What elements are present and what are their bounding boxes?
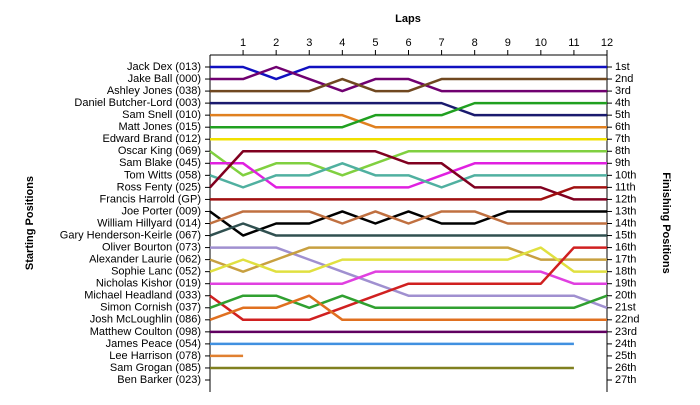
x-tick-label: 7 [439, 37, 445, 49]
driver-label: Michael Headland (033) [84, 290, 201, 302]
driver-label: Tom Witts (058) [124, 169, 201, 181]
x-tick-label: 1 [240, 37, 246, 49]
driver-label: Jake Ball (000) [128, 73, 201, 85]
driver-line [210, 186, 607, 201]
x-tick-label: 5 [372, 37, 378, 49]
y2-tick-label: 15th [615, 229, 636, 241]
driver-label: James Peace (054) [106, 338, 201, 350]
x-tick-label: 12 [601, 37, 613, 49]
driver-label: Sophie Lanc (052) [111, 266, 201, 278]
driver-label: Sam Grogan (085) [110, 362, 201, 374]
driver-line [209, 150, 607, 201]
driver-label: Gary Henderson-Keirle (067) [60, 229, 201, 241]
driver-line [210, 101, 607, 117]
x-tick-label: 9 [505, 37, 511, 49]
y2-tick-label: 23rd [615, 326, 637, 338]
y2-tick-label: 13th [615, 205, 636, 217]
y2-tick-label: 2nd [615, 73, 633, 85]
y2-tick-label: 3rd [615, 85, 631, 97]
driver-line [210, 113, 607, 129]
driver-label: Lee Harrison (078) [109, 350, 201, 362]
y2-tick-label: 16th [615, 241, 636, 253]
y2-tick-label: 12th [615, 193, 636, 205]
x-tick-label: 2 [273, 37, 279, 49]
driver-label: Simon Cornish (037) [100, 302, 201, 314]
driver-label: Jack Dex (013) [127, 61, 201, 73]
driver-label: Sam Snell (010) [122, 109, 201, 121]
driver-line [209, 246, 607, 273]
x-tick-label: 8 [472, 37, 478, 49]
driver-line [210, 270, 607, 285]
driver-line [210, 65, 607, 81]
driver-line [209, 162, 607, 189]
y2-tick-label: 27th [615, 374, 636, 386]
driver-label: Oliver Bourton (073) [102, 241, 201, 253]
y2-tick-label: 24th [615, 338, 636, 350]
y2-tick-label: 1st [615, 61, 630, 73]
y2-tick-label: 9th [615, 157, 630, 169]
driver-label: Oscar King (069) [118, 145, 201, 157]
driver-label: Ashley Jones (038) [107, 85, 201, 97]
driver-line [209, 246, 607, 273]
driver-label: Ross Fenty (025) [117, 181, 201, 193]
y2-tick-label: 18th [615, 266, 636, 278]
x-tick-label: 4 [339, 37, 345, 49]
driver-line [210, 101, 607, 129]
driver-label: William Hillyard (014) [97, 217, 201, 229]
driver-line [210, 162, 607, 189]
x-tick-label: 6 [405, 37, 411, 49]
driver-label: Josh McLoughlin (086) [90, 314, 201, 326]
driver-label: Matthew Coulton (098) [90, 326, 201, 338]
y2-tick-label: 14th [615, 217, 636, 229]
driver-line [209, 150, 607, 177]
driver-label: Sam Blake (045) [119, 157, 201, 169]
driver-line [209, 294, 607, 322]
y2-tick-label: 19th [615, 278, 636, 290]
x-tick-label: 11 [568, 37, 579, 49]
driver-line [209, 222, 607, 237]
y2-tick-label: 21st [615, 302, 636, 314]
y2-tick-label: 26th [615, 362, 636, 374]
y2-tick-label: 11th [615, 181, 636, 193]
y2-tick-label: 8th [615, 145, 630, 157]
y2-tick-label: 5th [615, 109, 630, 121]
driver-line [209, 294, 608, 310]
y2-tick-label: 25th [615, 350, 636, 362]
x-tick-label: 3 [306, 37, 312, 49]
driver-label: Ben Barker (023) [117, 374, 201, 386]
y2-tick-label: 10th [615, 169, 636, 181]
y2-tick-label: 22nd [615, 314, 639, 326]
chart-title: Laps [395, 13, 421, 25]
driver-label: Joe Porter (009) [122, 205, 201, 217]
y2-tick-label: 20th [615, 290, 636, 302]
driver-line [209, 210, 607, 237]
driver-line [210, 77, 607, 93]
y2-axis-label: Finishing Positions [660, 172, 672, 273]
driver-label: Alexander Laurie (062) [89, 254, 201, 266]
driver-line [210, 246, 608, 309]
driver-label: Daniel Butcher-Lord (003) [74, 97, 201, 109]
driver-line [209, 246, 607, 322]
y-axis-label: Starting Positions [24, 176, 36, 270]
y2-tick-label: 7th [615, 133, 630, 145]
y2-tick-label: 4th [615, 97, 630, 109]
driver-label: Nicholas Kishor (019) [96, 278, 201, 290]
x-tick-label: 10 [535, 37, 547, 49]
y2-tick-label: 6th [615, 121, 630, 133]
driver-label: Edward Brand (012) [103, 133, 201, 145]
y2-tick-label: 17th [615, 254, 636, 266]
driver-label: Francis Harrold (GP) [100, 193, 201, 205]
driver-line [209, 210, 607, 225]
driver-line [210, 65, 607, 93]
driver-label: Matt Jones (015) [118, 121, 201, 133]
